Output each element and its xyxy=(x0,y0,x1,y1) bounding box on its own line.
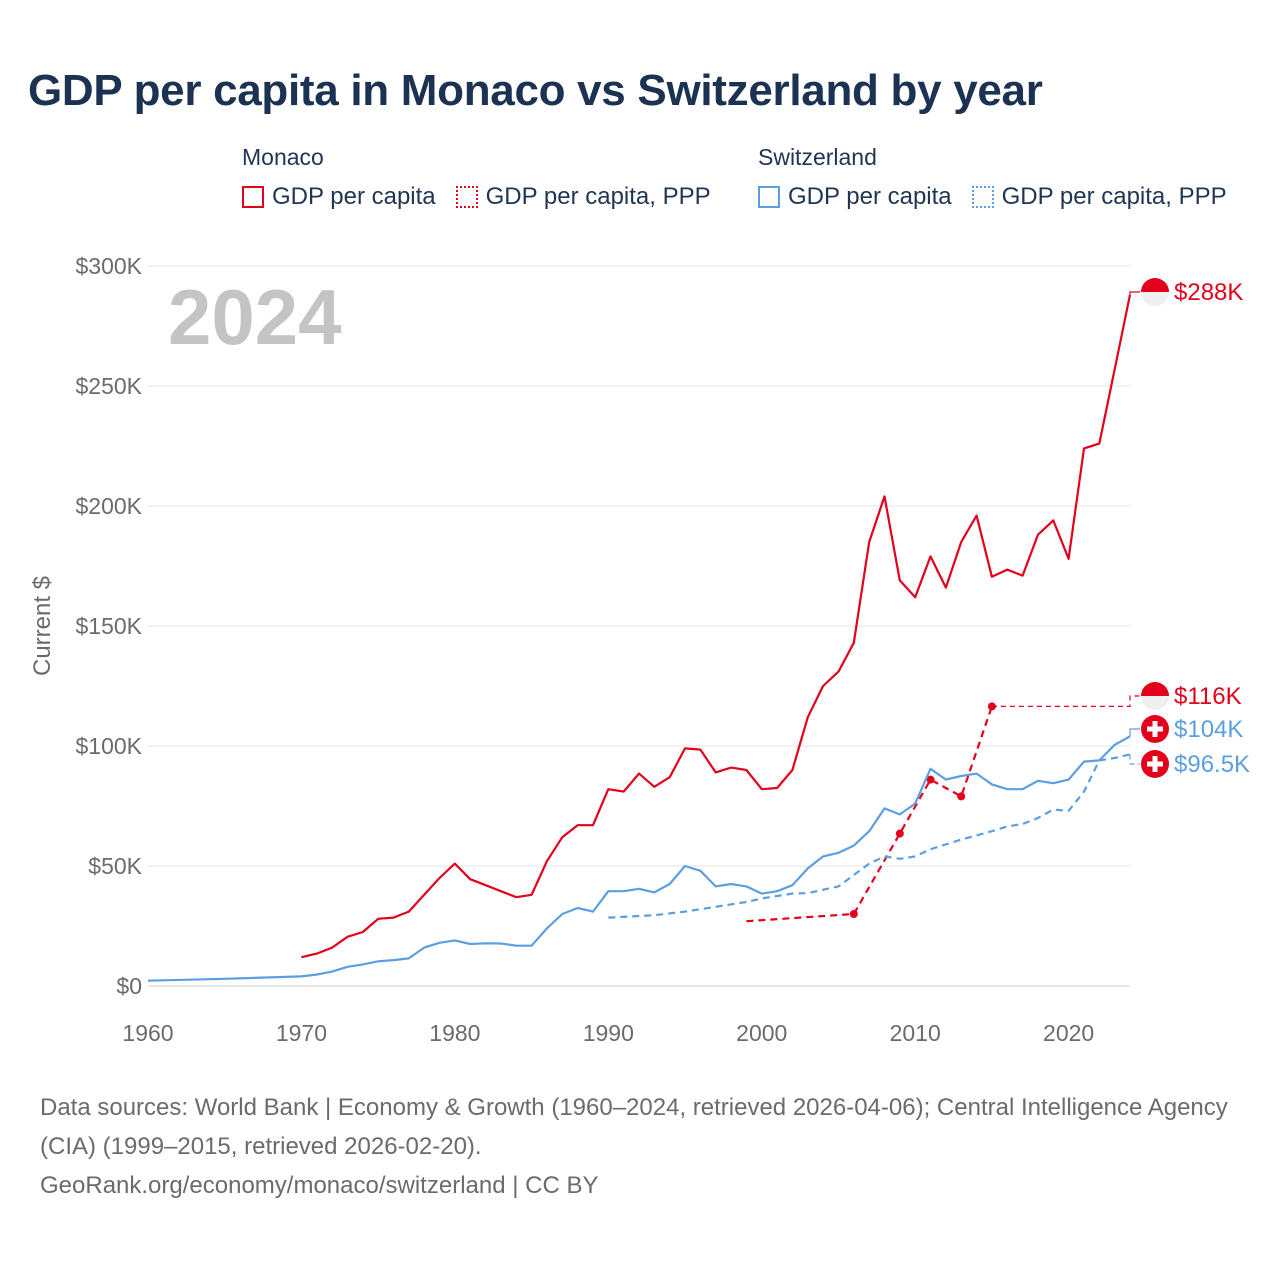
chart-title: GDP per capita in Monaco vs Switzerland … xyxy=(28,66,1043,115)
y-tick-label: $250K xyxy=(75,373,142,399)
leader-line xyxy=(1129,728,1140,737)
x-tick-label: 2020 xyxy=(1043,1020,1094,1046)
legend-swatch-dotted-icon xyxy=(455,186,478,208)
leader-line xyxy=(1129,291,1140,295)
x-tick-label: 1960 xyxy=(122,1020,173,1046)
monaco-flag-icon xyxy=(1141,682,1169,710)
data-sources: Data sources: World Bank | Economy & Gro… xyxy=(40,1094,1228,1160)
legend-swatch-dotted-icon xyxy=(971,186,994,208)
switzerland-flag-icon xyxy=(1141,750,1169,778)
data-point-marker xyxy=(926,775,935,784)
series-line-0 xyxy=(301,294,1132,959)
legend-group-switzerland: Switzerland GDP per capita GDP per capit… xyxy=(758,144,1247,211)
x-tick-label: 1990 xyxy=(583,1020,634,1046)
end-value-label: $104K xyxy=(1174,716,1243,743)
leader-line xyxy=(991,695,1140,707)
legend-swatch-solid-icon xyxy=(242,186,264,208)
x-axis-ticks: 1960 1970 1980 1990 2000 2010 2020 xyxy=(122,1020,1094,1046)
series-line-3 xyxy=(608,753,1131,919)
footer: Data sources: World Bank | Economy & Gro… xyxy=(40,1088,1240,1205)
series-line-1 xyxy=(746,706,993,923)
x-tick-label: 1970 xyxy=(276,1020,327,1046)
data-point-marker xyxy=(895,829,904,838)
end-value-label: $116K xyxy=(1174,683,1242,710)
legend-group-monaco: Monaco GDP per capita GDP per capita, PP… xyxy=(242,144,731,211)
grid-lines xyxy=(148,265,1130,987)
y-axis-ticks: $0 $50K $100K $150K $200K $250K $300K xyxy=(75,253,142,999)
end-value-label: $96.5K xyxy=(1174,751,1250,778)
y-tick-label: $0 xyxy=(116,973,142,999)
legend-swatch-solid-icon xyxy=(758,186,780,208)
legend-item-monaco-gdp-ppp[interactable]: GDP per capita, PPP xyxy=(455,183,711,211)
legend-item-monaco-gdp[interactable]: GDP per capita xyxy=(242,183,436,211)
y-tick-label: $200K xyxy=(75,493,142,519)
year-watermark: 2024 xyxy=(168,273,342,361)
legend-label: GDP per capita xyxy=(272,183,436,210)
series-line-2 xyxy=(147,735,1131,982)
legend-label: GDP per capita xyxy=(788,183,952,210)
legend-item-switzerland-gdp-ppp[interactable]: GDP per capita, PPP xyxy=(971,183,1227,211)
legend-group-name: Monaco xyxy=(242,144,324,170)
y-tick-label: $150K xyxy=(75,613,142,639)
credit-link[interactable]: GeoRank.org/economy/monaco/switzerland |… xyxy=(40,1172,599,1199)
data-point-marker xyxy=(957,792,966,801)
end-labels: $288K $116K $104K $96.5K xyxy=(991,278,1250,778)
legend-group-name: Switzerland xyxy=(758,144,877,170)
legend-label: GDP per capita, PPP xyxy=(485,183,711,210)
data-point-marker xyxy=(849,910,858,918)
monaco-flag-icon xyxy=(1141,278,1169,306)
legend-item-switzerland-gdp[interactable]: GDP per capita xyxy=(758,183,952,211)
y-axis-label: Current $ xyxy=(29,576,56,676)
line-chart: 2024 $0 $50K $100K $150K $200K $250K $300K 196… xyxy=(29,253,1250,1046)
x-tick-label: 2010 xyxy=(890,1020,941,1046)
x-tick-label: 2000 xyxy=(736,1020,787,1046)
legend-label: GDP per capita, PPP xyxy=(1001,183,1227,210)
y-tick-label: $50K xyxy=(88,853,142,879)
y-tick-label: $300K xyxy=(75,253,142,279)
series-lines xyxy=(147,294,1132,982)
y-tick-label: $100K xyxy=(75,733,142,759)
leader-line xyxy=(1129,754,1140,765)
switzerland-flag-icon xyxy=(1141,715,1169,743)
x-tick-label: 1980 xyxy=(429,1020,480,1046)
end-value-label: $288K xyxy=(1174,279,1243,306)
